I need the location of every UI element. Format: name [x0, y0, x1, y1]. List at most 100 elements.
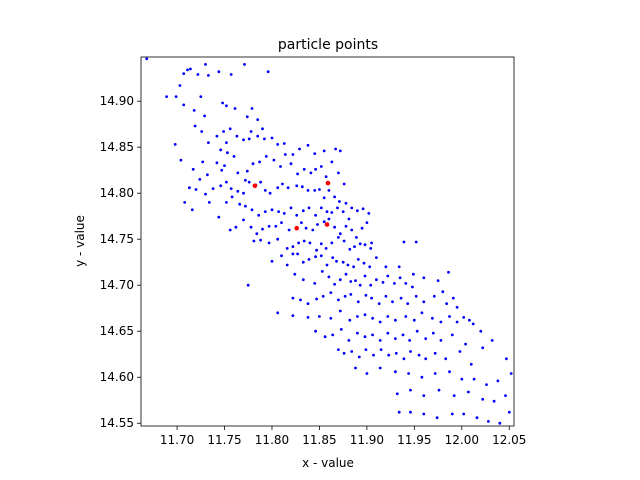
particle-point-292: [431, 331, 435, 335]
particle-point-177: [363, 243, 367, 247]
particle-point-68: [289, 162, 293, 166]
particle-point-290: [415, 329, 419, 333]
particle-point-114: [244, 204, 247, 208]
particle-point-319: [407, 372, 410, 375]
particle-point-25: [193, 124, 197, 128]
particle-point-335: [492, 399, 496, 403]
particle-point-227: [441, 290, 445, 294]
particle-point-216: [363, 274, 367, 278]
particle-point-93: [276, 186, 280, 190]
particle-point-304: [387, 353, 391, 357]
particle-point-157: [360, 226, 364, 230]
particle-point-168: [315, 248, 318, 252]
particle-point-309: [424, 357, 428, 361]
particle-point-303: [379, 348, 383, 351]
particle-point-30: [222, 130, 226, 133]
particle-point-166: [302, 239, 306, 243]
particle-point-207: [313, 282, 317, 285]
particle-point-18: [221, 101, 225, 105]
particle-point-115: [250, 208, 254, 212]
y-tick-label: 14.55: [100, 416, 134, 430]
particle-point-24: [261, 127, 264, 131]
particle-point-197: [368, 265, 372, 269]
particle-point-151: [327, 217, 331, 221]
particle-point-36: [249, 130, 253, 133]
particle-point-334: [481, 397, 485, 401]
particle-point-271: [439, 320, 443, 324]
particle-point-94: [281, 182, 284, 186]
particle-point-156: [355, 236, 358, 239]
particle-point-110: [217, 215, 221, 219]
particle-point-83: [219, 184, 223, 188]
y-tick-label: 14.90: [100, 94, 134, 108]
particle-point-234: [321, 294, 325, 298]
particle-point-4: [182, 72, 186, 75]
particle-point-35: [247, 137, 251, 141]
particle-point-297: [337, 348, 340, 351]
particle-point-150: [322, 220, 326, 224]
particle-point-270: [431, 316, 434, 320]
particle-point-103: [333, 195, 336, 199]
particle-point-191: [335, 259, 338, 263]
particle-point-346: [507, 410, 511, 414]
particle-point-117: [263, 210, 267, 214]
particle-point-44: [306, 143, 310, 147]
particle-point-76: [337, 171, 340, 175]
particle-point-132: [356, 209, 359, 213]
particle-point-29: [219, 148, 223, 152]
particle-point-53: [206, 173, 209, 177]
particle-point-20: [233, 107, 237, 110]
particle-point-12: [243, 63, 246, 66]
particle-point-187: [314, 255, 317, 259]
particle-point-285: [378, 339, 382, 342]
particle-point-58: [232, 155, 236, 158]
particle-point-106: [350, 206, 354, 210]
particle-point-275: [479, 329, 483, 333]
particle-point-228: [447, 270, 450, 274]
particle-point-165: [297, 241, 300, 245]
particle-point-85: [229, 187, 233, 191]
particle-point-1: [165, 95, 169, 98]
particle-point-124: [307, 206, 311, 210]
particle-point-308: [417, 353, 421, 357]
particle-point-5: [186, 68, 189, 72]
particle-point-264: [378, 320, 382, 324]
particle-point-310: [433, 351, 437, 355]
chart-title: particle points: [278, 37, 378, 53]
particle-point-74: [324, 175, 328, 179]
particle-point-229: [451, 296, 455, 300]
particle-point-21: [245, 115, 249, 119]
particle-point-84: [225, 180, 228, 184]
particle-point-39: [270, 136, 274, 140]
particle-point-226: [436, 279, 440, 282]
y-tick-label: 14.75: [100, 232, 134, 246]
particle-point-287: [394, 337, 397, 340]
particle-point-140: [261, 227, 264, 231]
particle-point-113: [238, 202, 242, 206]
particle-point-250: [445, 302, 448, 305]
particle-point-206: [301, 278, 305, 282]
particle-point-108: [190, 208, 194, 212]
x-tick-label: 11.75: [207, 433, 241, 447]
particle-point-86: [236, 189, 240, 193]
particle-point-315: [354, 366, 357, 370]
particle-point-134: [367, 212, 371, 215]
particle-point-131: [347, 217, 351, 221]
particle-point-49: [173, 143, 177, 146]
particle-point-183: [291, 252, 295, 256]
particle-point-61: [245, 169, 249, 173]
particle-point-101: [322, 196, 326, 200]
particle-point-181: [280, 254, 283, 258]
particle-point-312: [458, 350, 462, 353]
particle-point-26: [200, 130, 204, 133]
particle-point-327: [509, 372, 513, 375]
particle-point-111: [225, 201, 228, 204]
particle-point-246: [406, 302, 410, 305]
particle-point-133: [361, 207, 365, 211]
particle-point-341: [450, 412, 454, 416]
particle-point-116: [257, 213, 261, 217]
particle-point-220: [386, 274, 390, 278]
particle-point-180: [270, 259, 274, 263]
particle-point-233: [315, 297, 318, 301]
particle-point-60: [244, 178, 247, 182]
